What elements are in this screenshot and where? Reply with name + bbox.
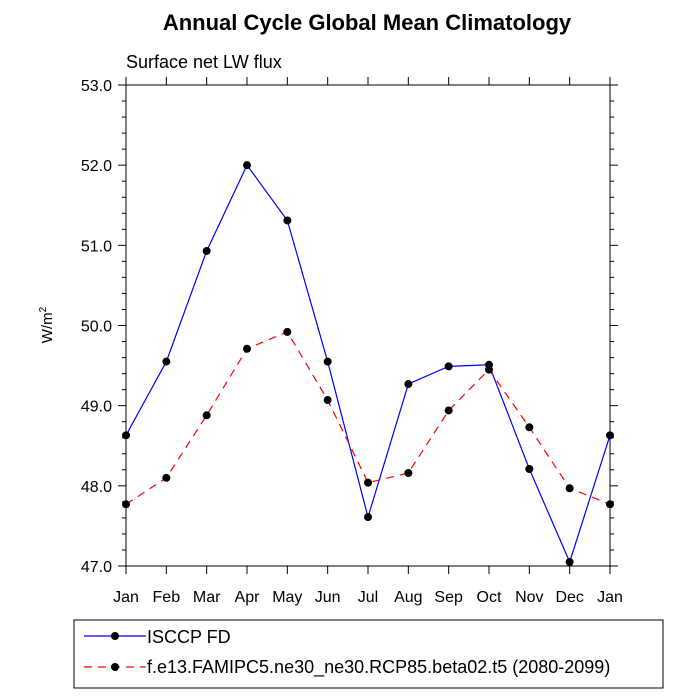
series-0-point [565, 557, 574, 566]
y-tick-label: 53.0 [81, 78, 112, 95]
series-1-point [323, 396, 332, 405]
x-axis-tick-labels: Jan Feb Mar Apr May Jun Jul Aug Sep Oct Nov Dec Jan [113, 589, 623, 606]
chart-title: Annual Cycle Global Mean Climatology [163, 10, 572, 35]
series-1-point [364, 478, 372, 487]
series-0-point [243, 161, 251, 170]
legend-label-model: f.e13.FAMIPC5.ne30_ne30.RCP85.beta02.t5 … [147, 657, 610, 678]
x-tick-label: Nov [515, 589, 543, 606]
series-0-point [323, 357, 332, 366]
series-layer [122, 161, 614, 566]
y-tick-label: 48.0 [81, 479, 112, 496]
y-tick-label: 51.0 [81, 238, 112, 255]
series-1-point [565, 484, 574, 493]
series-0-point [444, 362, 453, 371]
x-tick-label: Jun [315, 589, 341, 606]
x-tick-label: Jan [113, 589, 139, 606]
series-1-point [162, 473, 171, 482]
x-tick-label: Dec [555, 589, 583, 606]
x-tick-label: Jan [597, 589, 623, 606]
legend-marker-isccp [111, 632, 119, 640]
x-tick-label: Mar [193, 589, 221, 606]
y-axis-tick-labels: 47.0 48.0 49.0 50.0 51.0 52.0 53.0 [81, 78, 112, 576]
series-0-point [364, 513, 372, 522]
y-tick-label: 49.0 [81, 399, 112, 416]
x-tick-label: May [272, 589, 302, 606]
legend-box [73, 619, 664, 689]
svg-text:W/m2: W/m2 [38, 306, 56, 343]
series-0-point [283, 216, 292, 225]
series-0-point [404, 380, 413, 389]
series-1-point [243, 344, 251, 353]
series-0-point [202, 246, 211, 255]
y-tick-label: 50.0 [81, 319, 112, 336]
series-1-point [485, 365, 493, 374]
plot-frame [125, 84, 611, 567]
legend-marker-model [111, 663, 119, 671]
y-axis-label: W/m2 [38, 306, 56, 343]
x-tick-label: Aug [394, 589, 422, 606]
series-1-point [404, 469, 413, 478]
y-axis-label-superscript: 2 [38, 306, 49, 312]
y-tick-label: 52.0 [81, 158, 112, 175]
x-tick-label: Sep [434, 589, 463, 606]
series-1-point [122, 500, 130, 509]
series-line-0 [125, 163, 611, 564]
y-axis-label-text: W/m [39, 312, 56, 343]
y-tick-label: 47.0 [81, 559, 112, 576]
series-1-point [202, 411, 211, 420]
legend-label-isccp: ISCCP FD [147, 627, 231, 647]
axis-ticks [118, 77, 618, 574]
x-tick-label: Apr [235, 589, 261, 606]
series-1-point [525, 423, 534, 432]
series-0-point [525, 464, 534, 473]
chart-subtitle: Surface net LW flux [126, 52, 282, 72]
series-1-point [283, 327, 292, 336]
series-1-point [606, 500, 614, 509]
x-tick-label: Feb [153, 589, 181, 606]
x-tick-label: Jul [358, 589, 378, 606]
series-line-1 [125, 331, 611, 505]
legend: ISCCP FD f.e13.FAMIPC5.ne30_ne30.RCP85.b… [73, 619, 664, 689]
series-0-point [606, 431, 614, 440]
series-0-point [162, 357, 171, 366]
x-tick-label: Oct [477, 589, 502, 606]
series-1-point [444, 406, 453, 415]
series-0-point [122, 431, 130, 440]
